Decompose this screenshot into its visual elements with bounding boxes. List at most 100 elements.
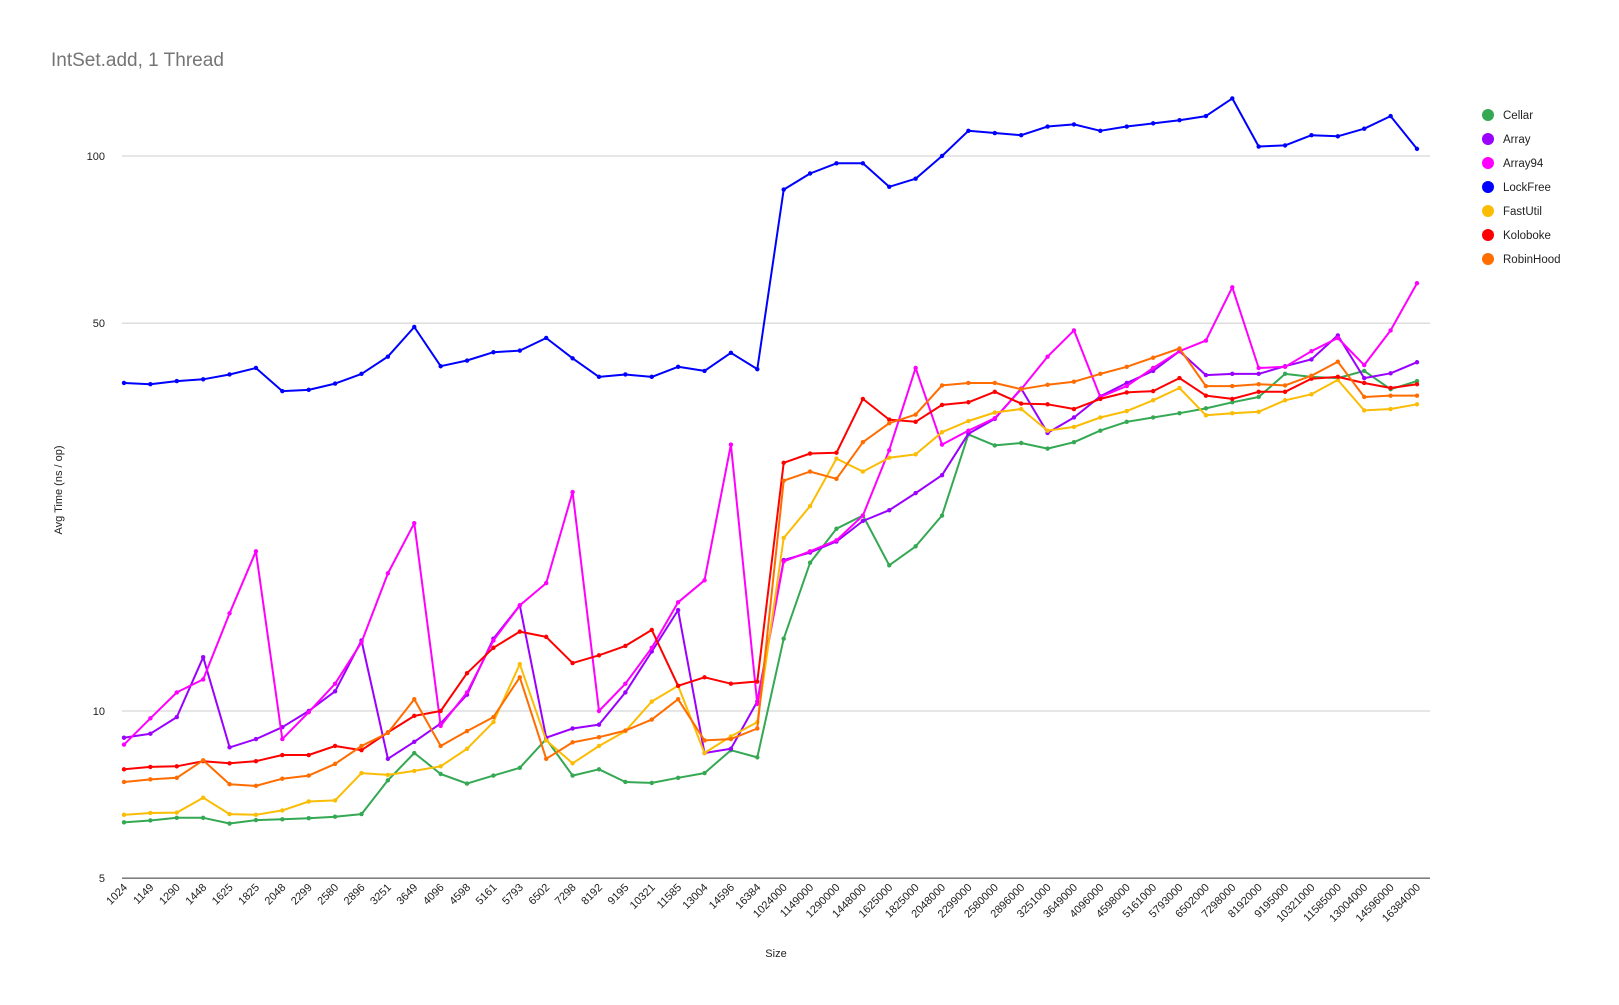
data-point-lockfree — [148, 381, 153, 387]
data-point-lockfree — [1256, 144, 1261, 149]
data-point-array — [1203, 372, 1209, 378]
data-point-fastutil — [570, 761, 575, 766]
data-point-fastutil — [807, 503, 813, 509]
series-line-koloboke — [123, 375, 1418, 771]
data-point-koloboke — [1018, 401, 1024, 406]
data-point-array94 — [1362, 362, 1367, 368]
data-point-robinhood — [675, 697, 681, 702]
data-point-lockfree — [755, 366, 760, 372]
data-point-robinhood — [491, 714, 496, 720]
data-point-robinhood — [200, 758, 206, 763]
data-point-koloboke — [807, 451, 813, 456]
data-point-koloboke — [412, 713, 417, 719]
data-point-fastutil — [1150, 398, 1156, 403]
data-point-array94 — [517, 603, 523, 608]
data-point-array94 — [491, 638, 496, 643]
data-point-fastutil — [649, 699, 654, 704]
data-point-array — [966, 431, 971, 436]
data-point-robinhood — [1098, 371, 1103, 377]
data-point-fastutil — [1230, 411, 1235, 416]
data-point-array — [385, 756, 391, 762]
data-point-robinhood — [1388, 393, 1393, 398]
x-tick-label: 10321 — [628, 882, 658, 912]
data-point-array94 — [359, 640, 364, 645]
data-point-array94 — [1282, 364, 1288, 370]
data-point-koloboke — [491, 645, 496, 650]
x-tick-label: 7298 — [553, 882, 579, 908]
data-point-koloboke — [332, 743, 338, 749]
data-point-lockfree — [174, 378, 179, 384]
data-point-cellar — [702, 770, 707, 776]
data-point-fastutil — [596, 743, 602, 749]
data-point-robinhood — [517, 675, 523, 680]
data-point-cellar — [306, 815, 311, 821]
legend-marker-fastutil — [1482, 205, 1494, 217]
data-point-fastutil — [306, 799, 311, 804]
data-point-fastutil — [148, 810, 153, 816]
data-point-koloboke — [1362, 380, 1367, 386]
legend-label: FastUtil — [1503, 206, 1542, 218]
data-point-robinhood — [121, 779, 127, 785]
data-point-lockfree — [966, 128, 971, 134]
data-point-lockfree — [491, 350, 496, 355]
data-point-lockfree — [1150, 121, 1156, 126]
data-point-array — [227, 745, 232, 750]
y-tick-label: 10 — [93, 706, 105, 718]
data-point-array — [332, 689, 338, 694]
data-point-cellar — [280, 817, 285, 822]
data-point-robinhood — [913, 412, 918, 417]
data-point-fastutil — [1309, 392, 1314, 397]
data-point-fastutil — [1177, 385, 1182, 391]
data-point-koloboke — [1414, 381, 1420, 387]
data-point-koloboke — [887, 417, 892, 422]
data-point-robinhood — [227, 782, 232, 787]
data-point-array94 — [464, 690, 470, 695]
data-point-robinhood — [1124, 364, 1129, 370]
x-tick-label: 13004 — [681, 882, 711, 912]
data-point-cellar — [675, 775, 681, 780]
data-point-robinhood — [1150, 355, 1156, 360]
data-point-lockfree — [464, 358, 470, 363]
data-point-lockfree — [253, 365, 259, 371]
data-point-cellar — [596, 767, 602, 772]
data-point-koloboke — [992, 389, 997, 394]
data-point-array — [623, 690, 628, 695]
data-point-robinhood — [412, 697, 417, 702]
data-point-cellar — [1282, 371, 1288, 377]
data-point-koloboke — [438, 708, 443, 714]
data-point-fastutil — [834, 456, 839, 461]
data-point-koloboke — [755, 679, 760, 684]
data-point-cellar — [227, 821, 232, 826]
data-point-array — [860, 518, 866, 524]
x-tick-label: 1290 — [157, 882, 183, 908]
legend-marker-robinhood — [1482, 253, 1494, 265]
data-point-robinhood — [1282, 383, 1288, 388]
data-point-koloboke — [913, 419, 918, 424]
data-point-koloboke — [1230, 396, 1235, 402]
data-point-fastutil — [200, 795, 206, 800]
data-point-koloboke — [675, 683, 681, 689]
data-point-lockfree — [834, 161, 839, 166]
data-point-robinhood — [253, 783, 259, 789]
x-tick-label: 4096 — [421, 882, 447, 908]
data-point-robinhood — [596, 735, 602, 740]
data-point-koloboke — [702, 675, 707, 680]
data-point-lockfree — [913, 176, 918, 181]
data-point-fastutil — [966, 418, 971, 424]
data-point-koloboke — [781, 460, 786, 466]
x-tick-label: 1149 — [131, 882, 156, 907]
data-point-fastutil — [1282, 398, 1288, 403]
data-point-lockfree — [570, 356, 575, 361]
data-point-array — [148, 731, 153, 736]
data-point-robinhood — [1203, 383, 1209, 389]
x-tick-label: 2896 — [342, 882, 368, 908]
data-point-array94 — [1203, 338, 1209, 343]
x-tick-label: 5793 — [500, 882, 526, 908]
data-point-cellar — [1098, 428, 1103, 433]
data-point-array — [596, 722, 602, 727]
data-point-cellar — [1203, 406, 1209, 411]
data-point-robinhood — [438, 743, 443, 749]
data-point-cellar — [623, 779, 628, 785]
data-point-koloboke — [1150, 388, 1156, 394]
x-tick-label: 3649 — [395, 882, 421, 908]
